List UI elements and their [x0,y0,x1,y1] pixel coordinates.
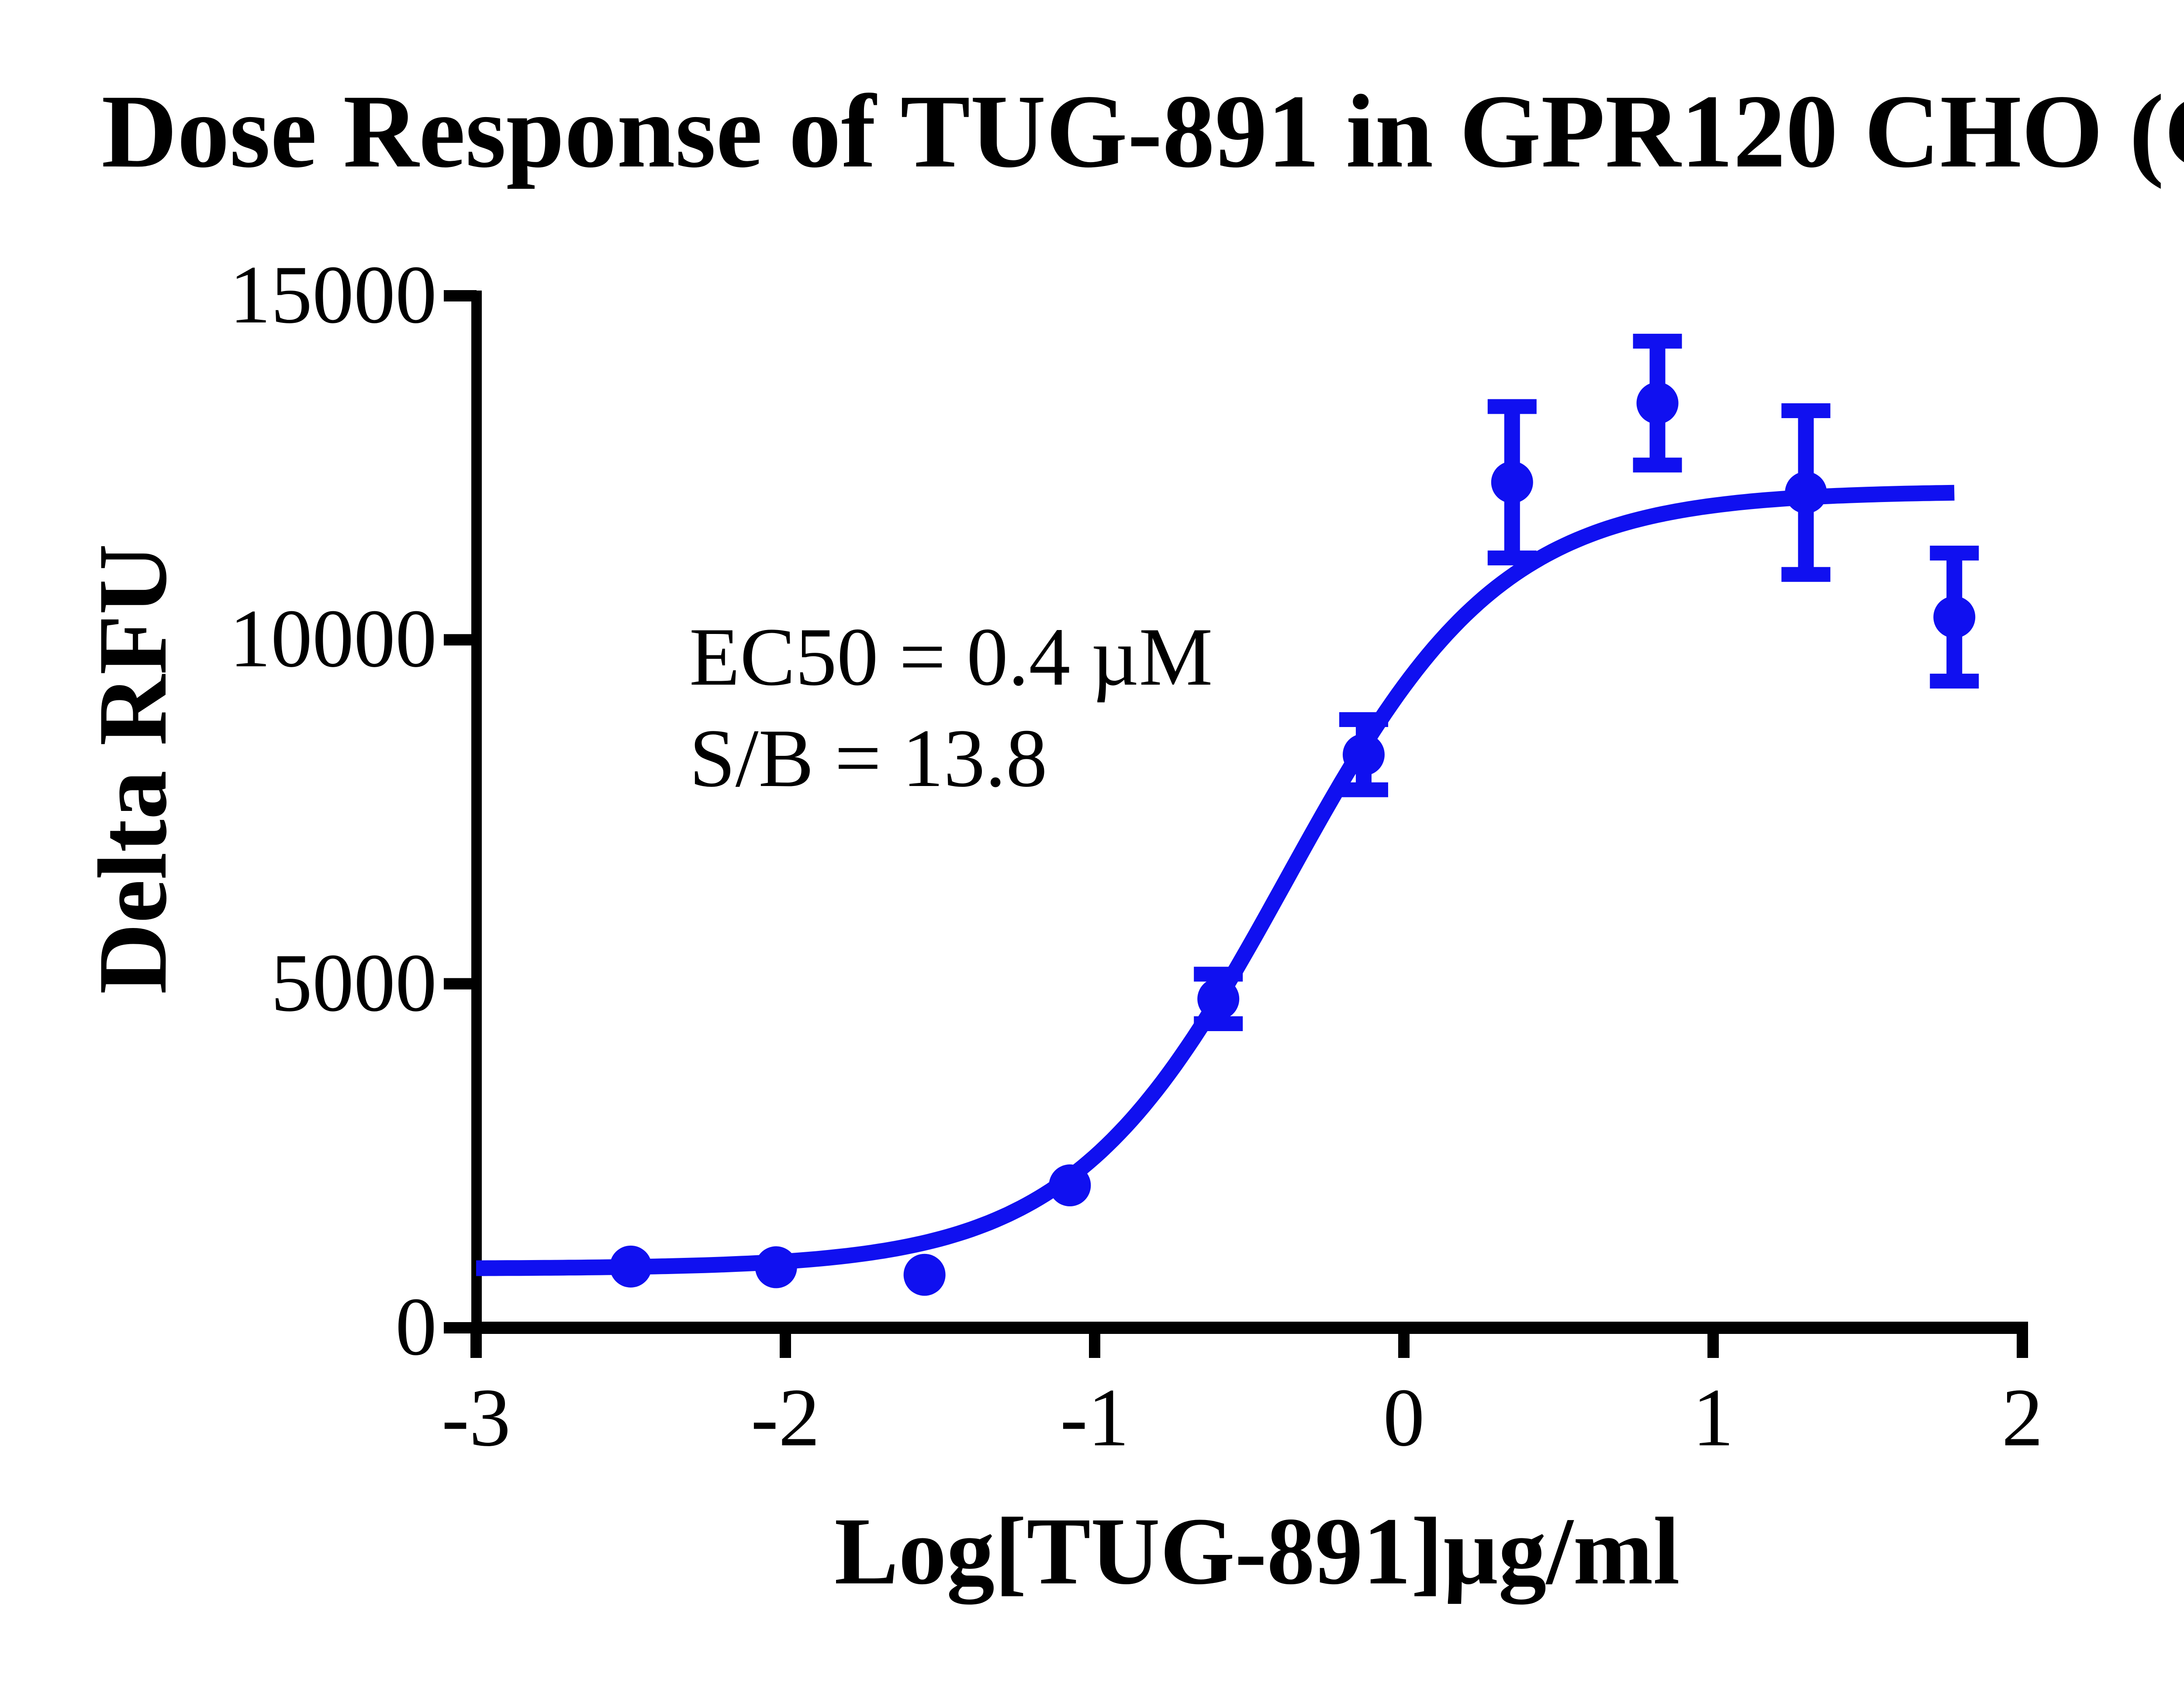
fit-annotation: EC50 = 0.4 µM S/B = 13.8 [689,606,1213,809]
x-tick-label: 2 [2001,1372,2043,1464]
data-point [1785,471,1827,514]
data-point [1491,461,1533,503]
data-point [1342,734,1385,776]
data-point [1933,596,1976,638]
x-tick-label: -2 [750,1372,820,1464]
y-tick-label: 10000 [229,593,437,685]
ec50-annotation: EC50 = 0.4 µM [689,611,1213,703]
data-point [1197,978,1240,1020]
y-tick-label: 5000 [271,937,437,1029]
data-point [1636,382,1679,424]
x-tick-label: -3 [441,1372,511,1464]
chart-title: Dose Response of TUG-891 in GPR120 CHO (… [101,73,2184,189]
y-tick-label: 0 [395,1281,437,1373]
data-point [610,1245,652,1288]
x-tick-label: -1 [1060,1372,1130,1464]
x-tick-label: 1 [1692,1372,1734,1464]
y-tick-label: 15000 [229,249,437,341]
data-point [903,1254,946,1296]
data-point [755,1246,797,1288]
data-point [1049,1164,1091,1207]
x-tick-label: 0 [1383,1372,1425,1464]
signal-background-annotation: S/B = 13.8 [689,713,1047,804]
fit-curve [476,485,1955,1276]
x-axis-label: Log[TUG-891]µg/ml [834,1498,1680,1604]
